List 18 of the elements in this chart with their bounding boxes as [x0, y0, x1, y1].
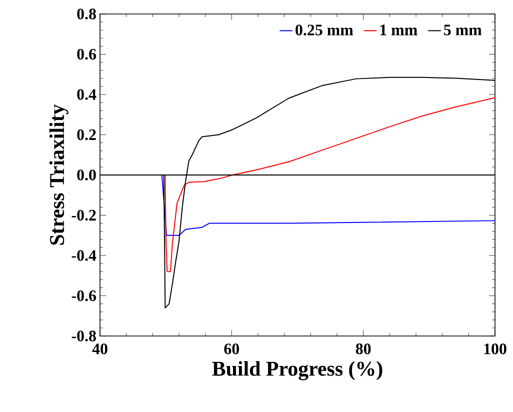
y-tick-label: 0.6 [77, 48, 96, 60]
x-axis-title: Build Progress (%) [212, 361, 382, 380]
x-tick-label: 80 [356, 344, 371, 354]
y-tick-label: 0.8 [77, 8, 96, 20]
x-tick-label: 40 [92, 344, 108, 354]
y-tick-label: -0.6 [72, 290, 96, 302]
legend-label: 5 mm [444, 24, 482, 36]
y-tick-label: -0.8 [72, 330, 96, 342]
y-tick-label: 0.4 [77, 89, 96, 100]
x-tick-label: 100 [484, 344, 506, 354]
y-tick-label: 0.2 [77, 129, 96, 140]
x-tick-label: 60 [224, 344, 240, 354]
legend-label: 0.25 mm [296, 24, 354, 36]
legend-label: 1 mm [380, 24, 418, 36]
y-tick-label: 0.0 [77, 170, 96, 180]
y-axis-title: Stress Triaxility [49, 104, 68, 245]
y-tick-label: -0.4 [72, 250, 96, 261]
y-tick-label: -0.2 [72, 210, 96, 221]
